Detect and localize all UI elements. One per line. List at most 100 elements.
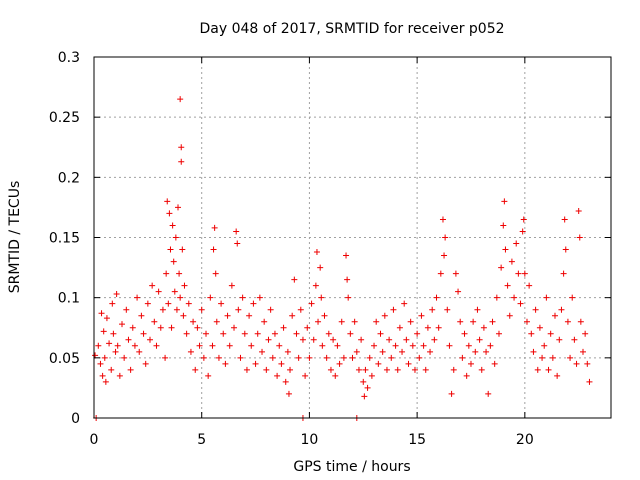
y-axis-label: SRMTID / TECUs bbox=[7, 181, 23, 294]
data-point bbox=[116, 372, 123, 379]
data-point bbox=[517, 300, 524, 307]
data-point bbox=[302, 372, 309, 379]
data-point bbox=[562, 246, 569, 253]
data-point bbox=[176, 270, 183, 277]
data-point bbox=[437, 270, 444, 277]
data-point bbox=[545, 366, 552, 373]
data-point bbox=[325, 330, 332, 337]
data-point bbox=[520, 216, 527, 223]
data-point bbox=[470, 318, 477, 325]
data-point bbox=[178, 144, 185, 151]
data-point bbox=[155, 288, 162, 295]
data-point bbox=[269, 354, 276, 361]
data-point bbox=[327, 366, 334, 373]
data-point bbox=[127, 366, 134, 373]
data-point bbox=[95, 342, 102, 349]
data-point bbox=[344, 276, 351, 283]
data-point bbox=[411, 366, 418, 373]
data-point bbox=[263, 366, 270, 373]
grid-lines bbox=[94, 57, 611, 418]
data-point bbox=[330, 336, 337, 343]
data-point bbox=[183, 330, 190, 337]
data-point bbox=[414, 330, 421, 337]
data-point bbox=[151, 318, 158, 325]
data-point bbox=[334, 342, 341, 349]
data-point bbox=[573, 360, 580, 367]
data-point bbox=[299, 336, 306, 343]
chart-title: Day 048 of 2017, SRMTID for receiver p05… bbox=[199, 21, 504, 37]
data-point bbox=[582, 330, 589, 337]
data-point bbox=[153, 342, 160, 349]
data-point bbox=[312, 282, 319, 289]
data-point bbox=[515, 270, 522, 277]
x-tick-label: 10 bbox=[301, 432, 319, 448]
data-point bbox=[282, 378, 289, 385]
data-point bbox=[388, 354, 395, 361]
data-point bbox=[567, 354, 574, 361]
data-point bbox=[131, 342, 138, 349]
data-point bbox=[351, 318, 358, 325]
data-point bbox=[169, 222, 176, 229]
data-point bbox=[498, 264, 505, 271]
data-point bbox=[431, 336, 438, 343]
data-point bbox=[353, 348, 360, 355]
data-point bbox=[361, 393, 368, 400]
data-point bbox=[366, 354, 373, 361]
data-point bbox=[383, 366, 390, 373]
data-point bbox=[250, 300, 257, 307]
data-point bbox=[577, 318, 584, 325]
data-point bbox=[113, 291, 120, 298]
data-point bbox=[215, 354, 222, 361]
data-point bbox=[405, 360, 412, 367]
data-point bbox=[241, 330, 248, 337]
data-point bbox=[180, 312, 187, 319]
data-point bbox=[502, 246, 509, 253]
data-point bbox=[575, 208, 582, 215]
data-point bbox=[149, 282, 156, 289]
data-point bbox=[476, 336, 483, 343]
data-point bbox=[231, 324, 238, 331]
data-point bbox=[259, 348, 266, 355]
y-tick-label: 0.3 bbox=[58, 50, 80, 66]
data-point bbox=[500, 222, 507, 229]
data-point bbox=[392, 342, 399, 349]
data-point bbox=[185, 300, 192, 307]
data-point bbox=[323, 354, 330, 361]
data-point bbox=[207, 294, 214, 301]
data-point bbox=[360, 378, 367, 385]
data-point bbox=[564, 318, 571, 325]
data-point bbox=[347, 330, 354, 337]
data-point bbox=[377, 330, 384, 337]
y-tick-label: 0.1 bbox=[58, 291, 80, 307]
data-point bbox=[424, 324, 431, 331]
data-point bbox=[549, 354, 556, 361]
data-point bbox=[463, 372, 470, 379]
data-point bbox=[465, 342, 472, 349]
data-point bbox=[291, 276, 298, 283]
data-point bbox=[304, 324, 311, 331]
data-point bbox=[114, 342, 121, 349]
data-point bbox=[140, 330, 147, 337]
data-point bbox=[97, 360, 104, 367]
data-point bbox=[297, 306, 304, 313]
data-point bbox=[310, 336, 317, 343]
data-point bbox=[478, 366, 485, 373]
data-point bbox=[271, 330, 278, 337]
data-point bbox=[561, 216, 568, 223]
data-point bbox=[108, 366, 115, 373]
data-point bbox=[459, 354, 466, 361]
data-point bbox=[317, 264, 324, 271]
data-point bbox=[278, 360, 285, 367]
data-point bbox=[429, 306, 436, 313]
data-point bbox=[439, 216, 446, 223]
data-point bbox=[109, 300, 116, 307]
data-point bbox=[276, 342, 283, 349]
data-point bbox=[102, 378, 109, 385]
data-point bbox=[190, 318, 197, 325]
data-point bbox=[313, 248, 320, 255]
data-point bbox=[134, 294, 141, 301]
data-point bbox=[493, 294, 500, 301]
plot-frame bbox=[93, 56, 612, 419]
data-point bbox=[289, 312, 296, 319]
data-point bbox=[144, 300, 151, 307]
